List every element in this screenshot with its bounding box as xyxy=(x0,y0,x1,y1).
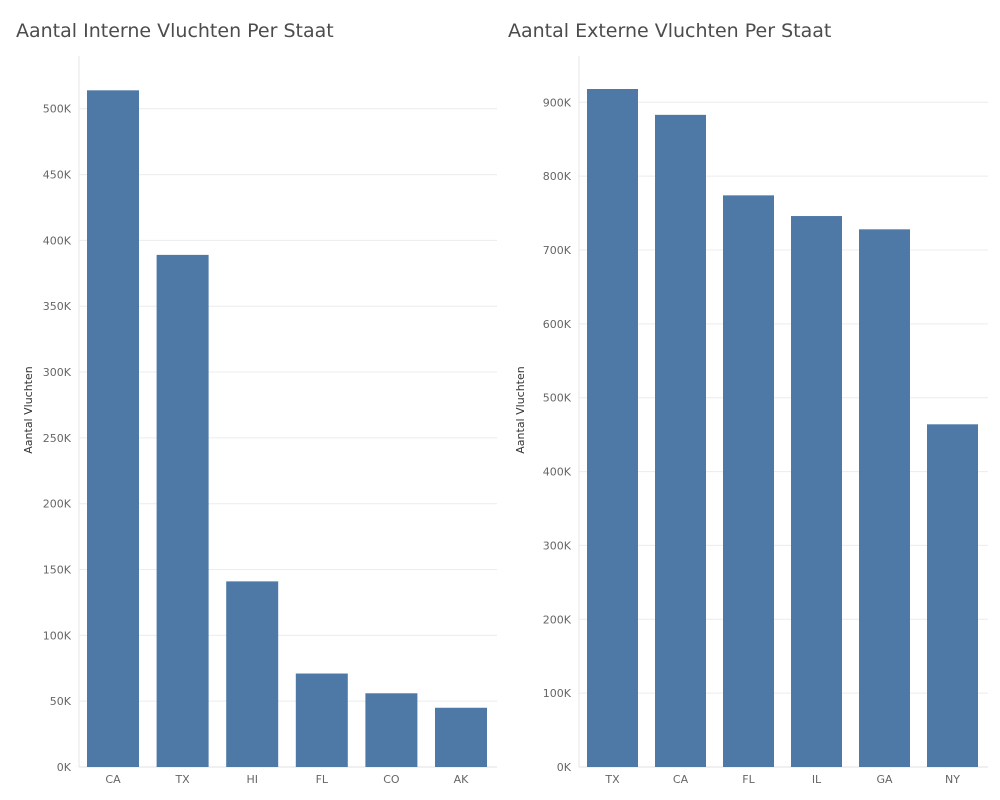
y-tick-label: 100K xyxy=(543,687,572,700)
chart-title: Aantal Externe Vluchten Per Staat xyxy=(508,20,832,42)
y-tick-label: 600K xyxy=(543,318,572,331)
bar-ny[interactable] xyxy=(927,424,978,767)
x-tick-label: HI xyxy=(246,773,258,786)
bar-hi[interactable] xyxy=(226,581,279,767)
y-tick-label: 400K xyxy=(43,234,72,247)
y-tick-label: 500K xyxy=(543,392,572,405)
y-tick-label: 350K xyxy=(43,300,72,313)
x-tick-label: GA xyxy=(876,773,893,786)
y-axis-title: Aantal Vluchten xyxy=(514,366,527,453)
y-tick-label: 100K xyxy=(43,629,72,642)
y-tick-label: 250K xyxy=(43,432,72,445)
bar-co[interactable] xyxy=(365,693,418,767)
bar-ca[interactable] xyxy=(87,90,139,767)
y-tick-label: 200K xyxy=(543,613,572,626)
y-tick-label: 200K xyxy=(43,498,72,511)
x-tick-label: NY xyxy=(945,773,960,786)
x-tick-label: IL xyxy=(812,773,822,786)
bar-ga[interactable] xyxy=(859,229,910,768)
x-tick-label: CO xyxy=(383,773,400,786)
bar-ak[interactable] xyxy=(435,707,487,767)
chart-panel-internal: Aantal Interne Vluchten Per Staat 0K 50K 1… xyxy=(16,20,497,786)
y-tick-label: 0K xyxy=(57,761,72,774)
bar-fl[interactable] xyxy=(723,195,774,768)
bar-fl[interactable] xyxy=(295,673,348,767)
bar-ca[interactable] xyxy=(655,114,706,767)
x-tick-label: AK xyxy=(454,773,470,786)
y-tick-label: 700K xyxy=(543,244,572,257)
y-tick-label: 900K xyxy=(543,96,572,109)
y-axis-title: Aantal Vluchten xyxy=(22,366,35,453)
x-tick-label: TX xyxy=(174,773,190,786)
y-tick-label: 500K xyxy=(43,103,72,116)
chart-title: Aantal Interne Vluchten Per Staat xyxy=(16,20,334,42)
y-tick-label: 0K xyxy=(557,761,572,774)
x-tick-label: FL xyxy=(742,773,755,786)
bar-tx[interactable] xyxy=(156,254,209,767)
x-tick-label: CA xyxy=(105,773,121,786)
x-tick-label: CA xyxy=(673,773,689,786)
y-tick-label: 150K xyxy=(43,564,72,577)
bar-tx[interactable] xyxy=(587,89,638,767)
bar-chart-external: 0K 100K 200K 300K 400K 500K 600K 700K 800K 900K TX… xyxy=(514,56,988,786)
y-tick-label: 800K xyxy=(543,170,572,183)
bar-il[interactable] xyxy=(791,216,842,767)
bar-chart-internal: 0K 50K 100K 150K 200K 250K 300K 350K 400K 450K 500… xyxy=(22,56,497,786)
y-tick-label: 400K xyxy=(543,466,572,479)
y-tick-label: 50K xyxy=(50,695,72,708)
y-tick-label: 300K xyxy=(43,366,72,379)
y-tick-label: 300K xyxy=(543,539,572,552)
x-tick-label: TX xyxy=(604,773,620,786)
chart-panel-external: Aantal Externe Vluchten Per Staat 0K 100K… xyxy=(500,0,1000,800)
x-tick-label: FL xyxy=(316,773,329,786)
y-tick-label: 450K xyxy=(43,169,72,182)
